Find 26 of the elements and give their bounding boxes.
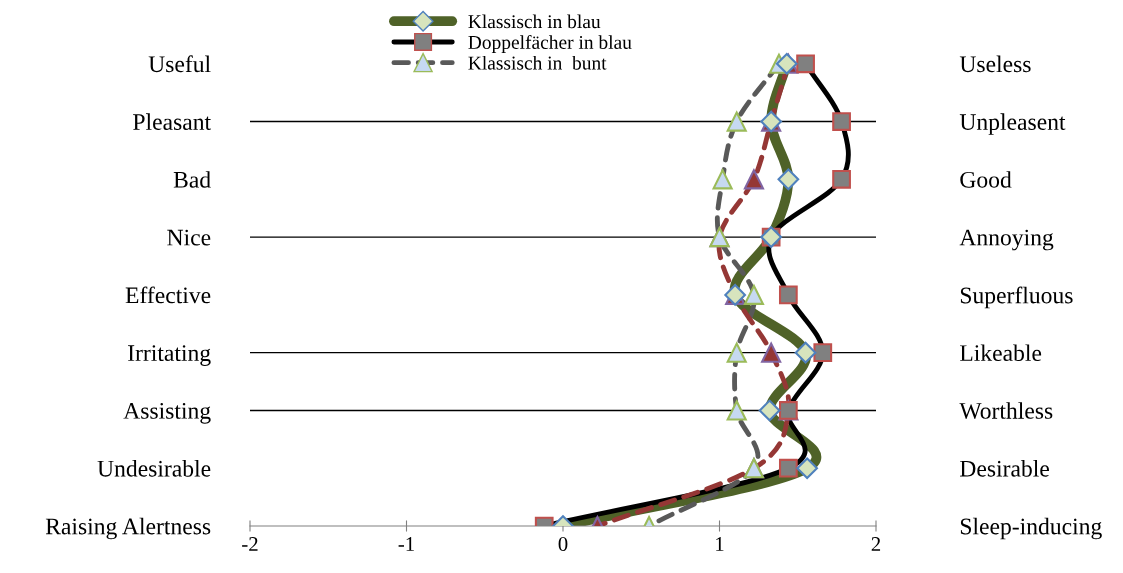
y-tick-label: Nice xyxy=(167,229,211,246)
y-tick-label: Raising Alertness xyxy=(45,517,211,540)
y2-tick-label: Useless xyxy=(959,55,1031,73)
y2-tick-label: Unpleasent xyxy=(959,113,1066,135)
y2-tick-label: Good xyxy=(960,171,1012,188)
y2-tick-label: Desirable xyxy=(960,460,1049,477)
x-tick-label: -1 xyxy=(398,537,414,551)
legend-label: Klassisch in bunt xyxy=(468,55,607,70)
y2-tick-label: Annoying xyxy=(959,229,1054,251)
legend-label: Klassisch in blau xyxy=(468,14,601,29)
x-tick-label: -2 xyxy=(242,537,258,551)
y-tick-label: Effective xyxy=(125,286,211,304)
x-tick-label: 0 xyxy=(558,537,568,552)
y-tick-label: Pleasant xyxy=(133,113,211,130)
y2-tick-label: Worthless xyxy=(959,402,1053,419)
y-tick-label: Bad xyxy=(173,171,211,188)
y-tick-label: Assisting xyxy=(123,402,211,424)
legend-label: Doppelfächer in blau xyxy=(468,35,632,53)
y2-tick-label: Superfluous xyxy=(960,286,1073,309)
x-tick-label: 2 xyxy=(871,537,881,551)
y-tick-label: Useful xyxy=(148,55,211,73)
y2-tick-label: Likeable xyxy=(960,344,1042,362)
y-tick-label: Undesirable xyxy=(97,460,211,477)
y-tick-label: Irritating xyxy=(128,345,211,366)
y2-tick-label: Sleep-inducing xyxy=(960,517,1102,540)
x-tick-label: 1 xyxy=(716,537,724,551)
